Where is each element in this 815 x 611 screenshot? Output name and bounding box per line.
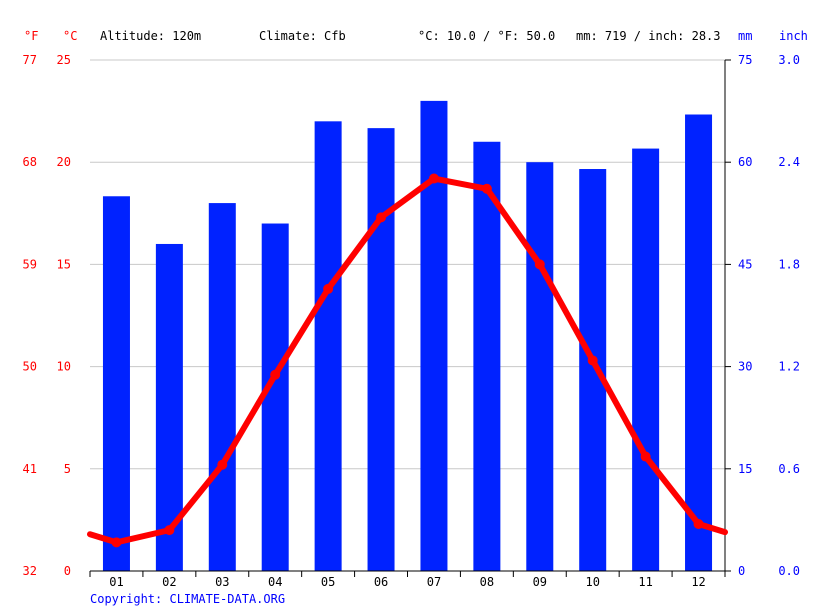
- y-tick-label-fahrenheit: 32: [23, 564, 37, 578]
- y-tick-label-inch: 3.0: [778, 53, 800, 67]
- y-tick-label-inch: 1.8: [778, 257, 800, 271]
- fahrenheit-unit-label: °F: [24, 29, 39, 43]
- x-tick-label: 03: [215, 575, 229, 589]
- y-tick-label-mm: 45: [738, 257, 752, 271]
- precipitation-bar: [367, 128, 395, 571]
- temperature-point: [323, 283, 334, 294]
- y-tick-label-fahrenheit: 77: [23, 53, 37, 67]
- temperature-point: [587, 355, 598, 366]
- climate-label: Climate: Cfb: [259, 29, 346, 43]
- y-tick-label-mm: 60: [738, 155, 752, 169]
- x-tick-label: 10: [585, 575, 599, 589]
- temperature-point: [534, 259, 545, 270]
- temperature-point: [693, 518, 704, 529]
- precipitation-bar: [261, 223, 289, 571]
- temperature-line: [87, 175, 728, 546]
- y-tick-label-inch: 1.2: [778, 360, 800, 374]
- temperature-point: [640, 451, 651, 462]
- temperature-point: [481, 183, 492, 194]
- y-tick-label-fahrenheit: 68: [23, 155, 37, 169]
- average-temperature-label: °C: 10.0 / °F: 50.0: [418, 29, 556, 43]
- y-tick-label-fahrenheit: 41: [23, 462, 37, 476]
- temperature-point: [376, 212, 387, 223]
- temperature-point: [428, 173, 439, 184]
- x-tick-label: 08: [480, 575, 494, 589]
- x-tick-label: 02: [162, 575, 176, 589]
- y-tick-label-mm: 30: [738, 360, 752, 374]
- x-tick-label: 04: [268, 575, 282, 589]
- precipitation-total-label: mm: 719 / inch: 28.3: [576, 29, 721, 43]
- precipitation-bar: [473, 141, 501, 571]
- y-tick-label-celsius: 20: [57, 155, 71, 169]
- x-tick-label: 05: [321, 575, 335, 589]
- y-tick-label-celsius: 25: [57, 53, 71, 67]
- temperature-point: [111, 537, 122, 548]
- precipitation-bar: [579, 169, 607, 571]
- x-tick-label: 11: [638, 575, 652, 589]
- mm-unit-label: mm: [738, 29, 753, 43]
- precipitation-bar: [208, 203, 236, 571]
- y-tick-label-inch: 0.6: [778, 462, 800, 476]
- x-tick-label: 09: [533, 575, 547, 589]
- temperature-point: [217, 459, 228, 470]
- y-tick-label-inch: 0.0: [778, 564, 800, 578]
- x-tick-label: 12: [691, 575, 705, 589]
- precipitation-bar: [102, 196, 130, 571]
- y-tick-label-mm: 15: [738, 462, 752, 476]
- y-tick-label-celsius: 5: [64, 462, 71, 476]
- x-tick-label: 01: [109, 575, 123, 589]
- copyright-link[interactable]: Copyright: CLIMATE-DATA.ORG: [90, 592, 286, 606]
- y-tick-label-inch: 2.4: [778, 155, 800, 169]
- celsius-unit-label: °C: [63, 29, 78, 43]
- precipitation-bar: [420, 100, 448, 571]
- y-tick-label-celsius: 15: [57, 257, 71, 271]
- inch-unit-label: inch: [779, 29, 808, 43]
- y-tick-label-celsius: 0: [64, 564, 71, 578]
- precipitation-bar: [526, 162, 554, 571]
- temperature-point: [270, 369, 281, 380]
- temperature-point: [164, 525, 175, 536]
- precipitation-bar: [632, 148, 660, 571]
- precipitation-bar: [314, 121, 342, 571]
- x-tick-label: 06: [374, 575, 388, 589]
- y-tick-label-fahrenheit: 50: [23, 360, 37, 374]
- y-tick-label-mm: 75: [738, 53, 752, 67]
- x-tick-label: 07: [427, 575, 441, 589]
- y-tick-label-celsius: 10: [57, 360, 71, 374]
- precipitation-bar: [685, 114, 713, 572]
- altitude-label: Altitude: 120m: [100, 29, 202, 43]
- y-tick-label-mm: 0: [738, 564, 745, 578]
- y-tick-label-fahrenheit: 59: [23, 257, 37, 271]
